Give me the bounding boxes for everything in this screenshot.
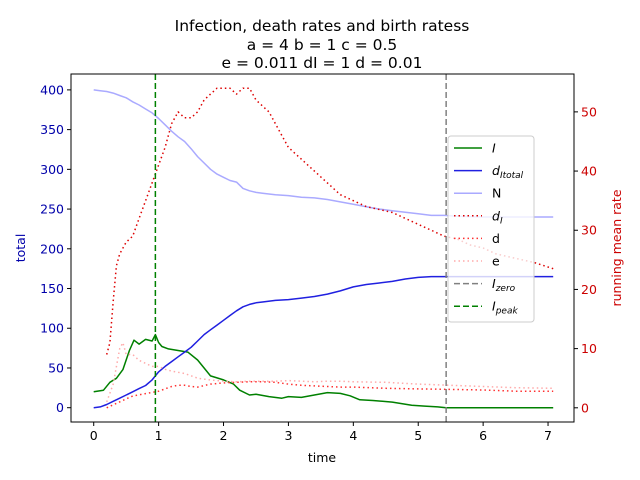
y-axis-right: 0 10 20 30 40 50 xyxy=(574,104,597,415)
y-left-tick-label: 350 xyxy=(40,122,64,137)
y-right-tick-label: 40 xyxy=(581,164,597,179)
y-left-tick-label: 250 xyxy=(40,202,64,217)
vline-layer xyxy=(154,74,447,422)
y-left-tick-label: 0 xyxy=(56,400,64,415)
y-right-tick-label: 30 xyxy=(581,223,597,238)
legend-label-I_zero: Izero xyxy=(492,276,516,294)
legend-label-dI: dI xyxy=(492,208,503,226)
y-axis-right-label: running mean rate xyxy=(609,189,624,306)
y-axis-left: 0 50 100 150 200 250 300 350 400 xyxy=(40,82,71,415)
y-right-tick-label: 0 xyxy=(581,400,589,415)
chart-title-line-3: e = 0.011 dI = 1 d = 0.01 xyxy=(222,54,423,72)
y-left-tick-label: 400 xyxy=(40,82,64,97)
x-axis-label: time xyxy=(308,450,337,465)
legend-label-I_peak: Ipeak xyxy=(492,299,518,317)
series-N xyxy=(93,89,554,218)
x-tick-label: 6 xyxy=(479,428,487,443)
legend-label-I: I xyxy=(492,141,496,156)
series-I xyxy=(93,333,554,409)
legend-box xyxy=(447,135,535,323)
chart-title: Infection, death rates and birth ratess … xyxy=(175,17,470,72)
series-dI_total xyxy=(93,275,554,409)
y-left-tick-label: 100 xyxy=(40,321,64,336)
x-tick-label: 3 xyxy=(284,428,292,443)
x-tick-label: 7 xyxy=(544,428,552,443)
x-tick-label: 1 xyxy=(155,428,163,443)
x-tick-label: 4 xyxy=(349,428,357,443)
y-right-tick-label: 50 xyxy=(581,104,597,119)
y-right-tick-label: 10 xyxy=(581,341,597,356)
x-tick-label: 0 xyxy=(90,428,98,443)
y-left-tick-label: 150 xyxy=(40,281,64,296)
y-right-tick-label: 20 xyxy=(581,282,597,297)
x-tick-label: 5 xyxy=(414,428,422,443)
y-axis-left-label: total xyxy=(13,234,28,263)
legend-label-e: e xyxy=(492,254,500,269)
series-layer xyxy=(93,87,554,409)
legend-label-dI_total: dItotal xyxy=(492,163,524,181)
y-left-tick-label: 200 xyxy=(40,241,64,256)
series-d xyxy=(106,381,554,409)
chart-title-line-1: Infection, death rates and birth ratess xyxy=(175,17,470,35)
plot-frame xyxy=(70,73,575,423)
chart-title-line-2: a = 4 b = 1 c = 0.5 xyxy=(247,36,398,54)
y-left-tick-label: 300 xyxy=(40,162,64,177)
x-tick-label: 2 xyxy=(220,428,228,443)
legend-label-N: N xyxy=(492,186,501,201)
x-axis: 0 1 2 3 4 5 6 7 xyxy=(90,422,552,443)
legend-label-d: d xyxy=(492,231,500,246)
y-left-tick-label: 50 xyxy=(48,360,64,375)
